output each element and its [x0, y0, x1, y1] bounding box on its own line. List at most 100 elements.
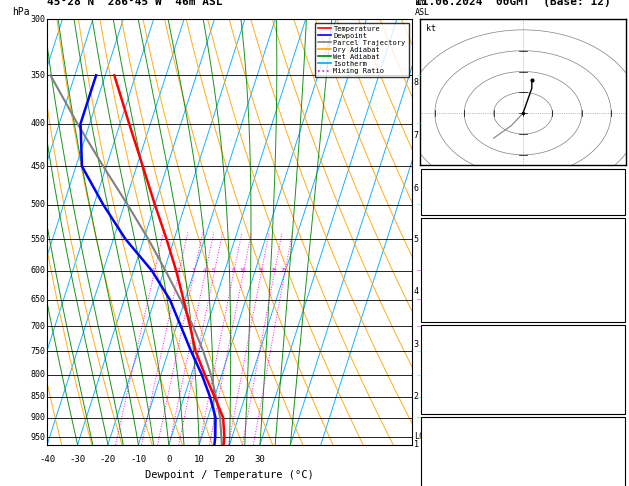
Text: -2: -2	[611, 278, 622, 287]
Text: SREH: SREH	[425, 448, 445, 457]
Text: —: —	[418, 202, 421, 208]
Text: 15.7: 15.7	[601, 248, 622, 258]
Text: Most Unstable: Most Unstable	[489, 326, 557, 335]
Text: 20: 20	[224, 455, 235, 464]
Text: hPa: hPa	[13, 7, 30, 17]
Text: θₑ(K): θₑ(K)	[425, 263, 451, 272]
Text: 10: 10	[239, 268, 246, 273]
Text: 45°28'N  286°45'W  46m ASL: 45°28'N 286°45'W 46m ASL	[47, 0, 223, 7]
Text: 700: 700	[30, 322, 45, 331]
Text: 300: 300	[30, 15, 45, 24]
Text: -40: -40	[39, 455, 55, 464]
Text: 127: 127	[606, 433, 622, 442]
Text: 0: 0	[617, 399, 622, 408]
Text: 661: 661	[606, 384, 622, 394]
Text: 6: 6	[414, 184, 419, 193]
Text: —: —	[418, 348, 421, 354]
Text: 324: 324	[606, 263, 622, 272]
Text: 7: 7	[414, 131, 419, 140]
Text: 350: 350	[30, 71, 45, 80]
Text: 1: 1	[414, 440, 419, 449]
Text: 2: 2	[176, 268, 180, 273]
Text: 20: 20	[270, 268, 277, 273]
Text: CIN (J): CIN (J)	[425, 399, 461, 408]
Text: kt: kt	[426, 24, 436, 33]
Text: CIN (J): CIN (J)	[425, 307, 461, 316]
Text: Mixing Ratio (g/kg): Mixing Ratio (g/kg)	[426, 188, 435, 276]
Text: 400: 400	[30, 119, 45, 128]
Text: 4: 4	[203, 268, 206, 273]
Text: Dewp (°C): Dewp (°C)	[425, 248, 472, 258]
Text: 11.06.2024  00GMT  (Base: 12): 11.06.2024 00GMT (Base: 12)	[415, 0, 611, 7]
Text: Dewpoint / Temperature (°C): Dewpoint / Temperature (°C)	[145, 470, 314, 480]
Text: 15: 15	[257, 268, 264, 273]
Text: -30: -30	[70, 455, 86, 464]
Text: 28: 28	[611, 171, 622, 180]
Text: 3: 3	[414, 340, 419, 348]
Text: 600: 600	[30, 266, 45, 275]
Text: 998: 998	[606, 341, 622, 350]
Text: -2: -2	[611, 370, 622, 379]
Text: —: —	[418, 394, 421, 400]
Text: 5: 5	[212, 268, 215, 273]
Text: 900: 900	[30, 413, 45, 422]
Text: CAPE (J): CAPE (J)	[425, 384, 467, 394]
Text: EH: EH	[425, 433, 435, 442]
Text: PW (cm): PW (cm)	[425, 200, 461, 209]
Text: Hodograph: Hodograph	[499, 418, 547, 428]
Text: Totals Totals: Totals Totals	[425, 185, 493, 194]
Text: —: —	[418, 372, 421, 378]
Text: 750: 750	[30, 347, 45, 356]
Text: 119: 119	[606, 448, 622, 457]
Text: 8: 8	[414, 78, 419, 87]
Text: 25: 25	[281, 268, 287, 273]
Text: 450: 450	[30, 162, 45, 171]
Text: km
ASL: km ASL	[415, 0, 430, 17]
Text: 950: 950	[30, 433, 45, 442]
Text: 800: 800	[30, 370, 45, 380]
Text: Lifted Index: Lifted Index	[425, 278, 487, 287]
Text: 12°: 12°	[606, 462, 622, 471]
Text: 3: 3	[192, 268, 195, 273]
Text: 30: 30	[255, 455, 265, 464]
Text: -10: -10	[130, 455, 147, 464]
Text: Lifted Index: Lifted Index	[425, 370, 487, 379]
Text: 324: 324	[606, 355, 622, 364]
Legend: Temperature, Dewpoint, Parcel Trajectory, Dry Adiabat, Wet Adiabat, Isotherm, Mi: Temperature, Dewpoint, Parcel Trajectory…	[315, 23, 408, 77]
Text: —: —	[418, 268, 421, 274]
Text: —: —	[418, 72, 421, 78]
Text: 0: 0	[617, 307, 622, 316]
Text: —: —	[418, 296, 421, 303]
Text: -20: -20	[100, 455, 116, 464]
Text: 1: 1	[152, 268, 155, 273]
Text: 8: 8	[231, 268, 235, 273]
Text: Surface: Surface	[504, 219, 542, 228]
Text: Pressure (mb): Pressure (mb)	[425, 341, 493, 350]
Text: 49: 49	[611, 185, 622, 194]
Text: —: —	[418, 324, 421, 330]
Text: —: —	[418, 434, 421, 440]
Text: K: K	[425, 171, 430, 180]
Text: —: —	[418, 415, 421, 420]
Text: 2.67: 2.67	[601, 200, 622, 209]
Text: 0: 0	[166, 455, 172, 464]
Text: 650: 650	[30, 295, 45, 304]
Text: 2: 2	[414, 392, 419, 401]
Text: 16: 16	[611, 477, 622, 486]
Text: 10: 10	[194, 455, 204, 464]
Text: CAPE (J): CAPE (J)	[425, 292, 467, 301]
Text: 4: 4	[414, 287, 419, 295]
Text: Temp (°C): Temp (°C)	[425, 234, 472, 243]
Text: 5: 5	[414, 235, 419, 243]
Text: StmDir: StmDir	[425, 462, 456, 471]
Text: θₑ (K): θₑ (K)	[425, 355, 456, 364]
Text: 500: 500	[30, 200, 45, 209]
Text: 850: 850	[30, 392, 45, 401]
Text: 550: 550	[30, 235, 45, 243]
Text: —: —	[418, 121, 421, 127]
Text: © weatheronline.co.uk: © weatheronline.co.uk	[470, 447, 576, 456]
Text: 661: 661	[606, 292, 622, 301]
Text: LCL: LCL	[414, 432, 429, 441]
Text: 18.8: 18.8	[601, 234, 622, 243]
Text: StmSpd (kt): StmSpd (kt)	[425, 477, 482, 486]
